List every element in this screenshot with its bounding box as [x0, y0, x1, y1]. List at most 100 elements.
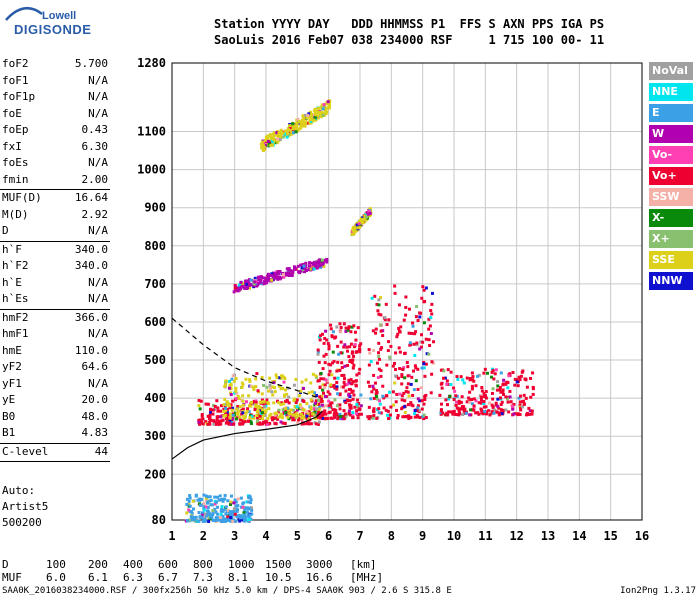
- echo-point: [285, 135, 289, 139]
- echo-point: [273, 386, 277, 390]
- echo-point: [217, 498, 221, 502]
- echo-point: [214, 422, 218, 426]
- echo-point: [296, 117, 300, 121]
- echo-point: [512, 412, 516, 416]
- echo-point: [353, 343, 357, 347]
- echo-point: [505, 380, 509, 384]
- echo-point: [464, 411, 468, 415]
- echo-point: [348, 358, 352, 362]
- echo-point: [359, 404, 363, 408]
- echo-point: [309, 118, 313, 122]
- echo-point: [465, 400, 469, 404]
- echo-point: [241, 411, 245, 415]
- echo-point: [247, 506, 251, 510]
- echo-point: [258, 416, 262, 420]
- echo-point: [386, 349, 390, 353]
- echo-point: [449, 370, 453, 374]
- echo-point: [224, 382, 228, 386]
- echo-point: [235, 391, 239, 395]
- echo-point: [300, 422, 304, 426]
- echo-point: [278, 277, 282, 281]
- distance-value: 3000: [306, 558, 333, 571]
- echo-point: [335, 325, 339, 329]
- echo-point: [204, 420, 208, 424]
- echo-point: [409, 382, 413, 386]
- echo-point: [281, 135, 285, 139]
- echo-point: [371, 416, 375, 420]
- echo-point: [342, 345, 346, 349]
- echo-point: [346, 328, 350, 332]
- echo-point: [393, 284, 397, 288]
- echo-point: [247, 284, 251, 288]
- echo-point: [403, 376, 407, 380]
- echo-point: [290, 272, 294, 276]
- echo-point: [367, 209, 371, 213]
- echo-point: [491, 406, 495, 410]
- echo-point: [438, 393, 442, 397]
- echo-point: [307, 415, 311, 419]
- echo-point: [517, 375, 521, 379]
- echo-point: [282, 275, 286, 279]
- echo-point: [527, 406, 531, 410]
- echo-point: [320, 264, 324, 268]
- echo-point: [359, 412, 363, 416]
- echo-point: [239, 518, 243, 522]
- echo-point: [372, 387, 376, 391]
- echo-point: [199, 399, 203, 403]
- echo-point: [415, 409, 419, 413]
- echo-point: [388, 357, 392, 361]
- echo-point: [301, 408, 305, 412]
- echo-point: [319, 377, 323, 381]
- legend-item: X-: [649, 209, 693, 227]
- echo-point: [367, 417, 371, 421]
- echo-point: [219, 422, 223, 426]
- echo-point: [316, 350, 320, 354]
- echo-point: [243, 519, 247, 523]
- echo-point: [485, 412, 489, 416]
- echo-point: [484, 405, 488, 409]
- echo-point: [327, 347, 331, 351]
- echo-point: [413, 353, 417, 357]
- echo-point: [203, 519, 207, 523]
- echo-point: [252, 399, 256, 403]
- echo-point: [420, 407, 424, 411]
- echo-point: [409, 415, 413, 419]
- param-value: N/A: [88, 275, 108, 289]
- echo-point: [516, 412, 520, 416]
- echo-point: [236, 289, 240, 293]
- echo-point: [205, 496, 209, 500]
- echo-point: [379, 374, 383, 378]
- echo-point: [469, 408, 473, 412]
- echo-point: [261, 282, 265, 286]
- plot-frame: [171, 62, 643, 521]
- echo-point: [291, 126, 295, 130]
- echo-point: [379, 411, 383, 415]
- echo-point: [322, 391, 326, 395]
- echo-point: [365, 215, 369, 219]
- echo-point: [336, 392, 340, 396]
- legend-item: E: [649, 104, 693, 122]
- echo-point: [215, 495, 219, 499]
- echo-point: [204, 499, 208, 503]
- echo-point: [391, 364, 395, 368]
- muf-label: MUF: [2, 571, 22, 584]
- echo-point: [324, 329, 328, 333]
- echo-point: [380, 346, 384, 350]
- echo-point: [527, 412, 531, 416]
- echo-point: [508, 372, 512, 376]
- echo-point: [377, 367, 381, 371]
- echo-point: [247, 410, 251, 414]
- echo-point: [427, 352, 431, 356]
- echo-point: [202, 508, 206, 512]
- echo-point: [232, 290, 236, 294]
- echo-point: [280, 374, 284, 378]
- echo-point: [511, 370, 515, 374]
- echo-point: [233, 512, 237, 516]
- echo-point: [221, 497, 225, 501]
- param-value: 0.43: [81, 123, 109, 136]
- echo-point: [316, 116, 320, 120]
- echo-point: [296, 421, 300, 425]
- echo-point: [394, 351, 398, 355]
- echo-point: [470, 371, 474, 375]
- echo-point: [287, 401, 291, 405]
